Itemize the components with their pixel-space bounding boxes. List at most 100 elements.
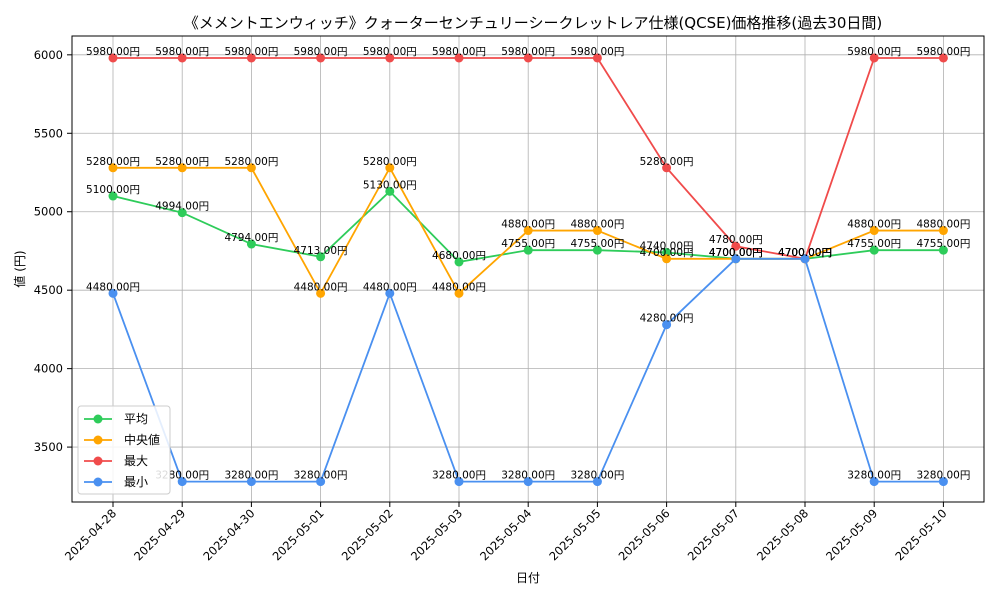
data-label: 5100.00円 [86, 184, 140, 196]
data-label: 5980.00円 [363, 46, 417, 58]
y-axis-ticks: 3500 4000 4500 5000 5500 6000 [34, 48, 72, 454]
legend-marker [93, 477, 103, 487]
y-tick-label: 4000 [34, 362, 63, 376]
data-label: 5280.00円 [155, 156, 209, 168]
x-tick-label: 2025-05-04 [477, 506, 534, 563]
x-tick-label: 2025-05-03 [408, 506, 465, 563]
y-tick-label: 6000 [34, 48, 63, 62]
x-tick-label: 2025-04-30 [200, 506, 257, 563]
data-point [523, 477, 533, 487]
data-point [108, 53, 118, 63]
data-label: 4880.00円 [501, 219, 555, 231]
data-point [177, 163, 187, 173]
x-tick-label: 2025-04-29 [131, 506, 188, 563]
data-point [938, 477, 948, 487]
y-tick-label: 5500 [34, 126, 63, 140]
data-point [869, 53, 879, 63]
data-label: 5980.00円 [224, 46, 278, 58]
data-label: 4480.00円 [363, 281, 417, 293]
data-point [592, 245, 602, 255]
legend-marker [93, 456, 103, 466]
data-point [592, 226, 602, 236]
legend-item: 平均 [84, 412, 148, 426]
data-point [869, 477, 879, 487]
x-tick-label: 2025-05-06 [616, 506, 673, 563]
data-point [869, 226, 879, 236]
data-point [177, 477, 187, 487]
legend-marker [93, 435, 103, 445]
data-label: 4994.00円 [155, 201, 209, 213]
data-label: 5980.00円 [570, 46, 624, 58]
data-point [662, 320, 672, 330]
data-label: 4700.00円 [709, 247, 763, 259]
data-point [108, 288, 118, 298]
data-label: 4713.00円 [294, 245, 348, 257]
data-label: 5980.00円 [432, 46, 486, 58]
x-tick-label: 2025-05-01 [270, 506, 327, 563]
data-point [454, 288, 464, 298]
data-label: 5980.00円 [916, 46, 970, 58]
data-point [662, 163, 672, 173]
data-point [385, 53, 395, 63]
data-label: 4740.00円 [640, 241, 694, 253]
y-tick-label: 5000 [34, 205, 63, 219]
data-point [316, 477, 326, 487]
data-point [246, 53, 256, 63]
data-label: 4880.00円 [570, 219, 624, 231]
data-label: 5130.00円 [363, 179, 417, 191]
data-point [385, 186, 395, 196]
data-point [869, 245, 879, 255]
data-point [731, 254, 741, 264]
data-label: 4700.00円 [778, 247, 832, 259]
data-label: 4880.00円 [847, 219, 901, 231]
x-tick-label: 2025-05-10 [892, 506, 949, 563]
data-point [523, 245, 533, 255]
data-point [454, 257, 464, 267]
data-label: 4755.00円 [501, 238, 555, 250]
legend-label: 最小 [124, 475, 148, 489]
legend-label: 最大 [124, 454, 148, 468]
data-point [592, 477, 602, 487]
data-label: 5980.00円 [847, 46, 901, 58]
data-point [316, 252, 326, 262]
data-label: 4880.00円 [916, 219, 970, 231]
data-point [938, 226, 948, 236]
data-label: 4700.00円 [778, 247, 832, 259]
legend-marker [93, 414, 103, 424]
data-point [662, 254, 672, 264]
data-point [454, 477, 464, 487]
x-tick-label: 2025-05-05 [546, 506, 603, 563]
legend-label: 平均 [124, 412, 148, 426]
data-label: 4755.00円 [847, 238, 901, 250]
series-layer [108, 53, 948, 487]
data-label: 4480.00円 [432, 281, 486, 293]
data-label: 4755.00円 [570, 238, 624, 250]
data-label: 5980.00円 [86, 46, 140, 58]
grid [72, 36, 984, 502]
data-label: 3280.00円 [570, 470, 624, 482]
data-point [523, 226, 533, 236]
x-tick-label: 2025-04-28 [62, 506, 119, 563]
data-point [454, 53, 464, 63]
data-point [246, 163, 256, 173]
data-point [385, 288, 395, 298]
data-point [800, 254, 810, 264]
x-tick-label: 2025-05-07 [685, 506, 742, 563]
data-label: 4680.00円 [432, 250, 486, 262]
data-label: 4700.00円 [778, 247, 832, 259]
data-label: 5280.00円 [224, 156, 278, 168]
data-label: 4480.00円 [86, 281, 140, 293]
data-point [316, 288, 326, 298]
x-axis-label: 日付 [516, 571, 540, 585]
data-label: 4755.00円 [916, 238, 970, 250]
data-label: 4794.00円 [224, 232, 278, 244]
data-label: 5980.00円 [501, 46, 555, 58]
data-point [523, 53, 533, 63]
data-point [938, 245, 948, 255]
data-point [938, 53, 948, 63]
data-label: 5280.00円 [363, 156, 417, 168]
data-labels: 5100.00円 4994.00円 4794.00円 4713.00円 5130.00円… [86, 46, 970, 482]
data-point [177, 208, 187, 218]
data-label: 3280.00円 [501, 470, 555, 482]
